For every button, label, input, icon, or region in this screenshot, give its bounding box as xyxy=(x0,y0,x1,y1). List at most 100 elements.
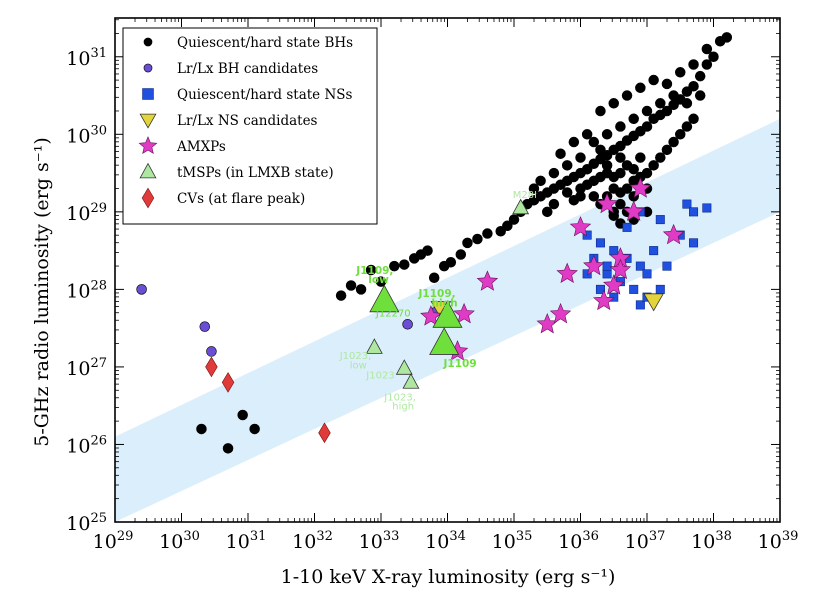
data-point xyxy=(655,284,665,294)
data-point xyxy=(642,269,652,279)
data-point xyxy=(369,284,400,313)
point-annotation: J1023, xyxy=(339,351,372,362)
data-point xyxy=(615,121,626,132)
x-tick-label: 1033 xyxy=(359,529,400,553)
legend-entry-label: Quiescent/hard state BHs xyxy=(177,35,353,51)
data-point xyxy=(512,198,530,215)
data-point xyxy=(508,214,520,225)
x-tick-label: 1031 xyxy=(226,529,267,553)
data-point xyxy=(622,200,645,221)
data-point xyxy=(629,177,652,198)
data-point xyxy=(462,237,473,249)
data-point xyxy=(661,105,673,117)
data-point xyxy=(196,423,207,435)
data-point xyxy=(422,245,433,256)
data-point xyxy=(635,300,645,310)
data-point xyxy=(402,373,420,389)
data-point xyxy=(702,203,712,213)
data-point xyxy=(455,249,467,260)
data-point xyxy=(601,129,613,140)
data-points-layer xyxy=(136,32,733,454)
y-tick-label: 1031 xyxy=(66,46,107,70)
data-point xyxy=(582,269,592,279)
x-tick-label: 1038 xyxy=(691,529,732,553)
data-point xyxy=(608,210,619,221)
data-point xyxy=(668,90,679,101)
legend-entry-label: Lr/Lx BH candidates xyxy=(177,61,318,77)
data-point xyxy=(575,191,586,202)
data-point xyxy=(681,98,693,109)
point-annotation: low xyxy=(350,361,367,372)
data-point xyxy=(655,215,665,225)
data-point xyxy=(541,206,553,218)
data-point xyxy=(395,359,413,375)
point-annotation: J1109, xyxy=(418,288,456,300)
series-5 xyxy=(420,177,685,361)
data-point xyxy=(694,90,706,101)
data-point xyxy=(628,113,639,125)
x-tick-label: 1029 xyxy=(93,529,134,553)
data-point xyxy=(708,51,719,63)
data-point xyxy=(682,199,692,209)
y-tick-label: 1028 xyxy=(66,278,107,302)
data-point xyxy=(355,284,367,295)
data-point xyxy=(602,261,612,271)
data-point xyxy=(548,167,560,179)
data-point xyxy=(402,319,413,330)
data-point xyxy=(222,443,234,454)
data-point xyxy=(635,82,646,94)
legend-marker xyxy=(142,88,154,100)
annotation-layer: J1109,lowJ1109,highJ1109J12270J1023,lowJ… xyxy=(339,190,537,413)
x-tick-label: 1037 xyxy=(625,529,666,553)
data-point xyxy=(629,284,639,294)
data-point xyxy=(641,121,653,132)
data-point xyxy=(635,261,645,271)
data-point xyxy=(648,74,659,86)
data-point xyxy=(549,302,572,324)
axis-ticks-layer: 1029 1030 1031 1032 1033 1034 1035 1036 1037 1038… xyxy=(66,18,798,553)
data-point xyxy=(688,80,699,92)
data-point xyxy=(199,321,211,332)
data-point xyxy=(445,256,457,268)
data-point xyxy=(721,32,733,43)
data-point xyxy=(641,105,653,117)
data-point xyxy=(595,144,606,156)
legend-marker xyxy=(141,187,155,209)
x-tick-label: 1039 xyxy=(758,529,799,553)
data-point xyxy=(375,276,387,287)
point-annotation: low xyxy=(368,274,389,286)
data-point xyxy=(502,220,513,232)
point-annotation: J12270 xyxy=(375,309,411,320)
data-point xyxy=(399,259,410,270)
data-point xyxy=(688,113,699,125)
data-point xyxy=(603,274,625,295)
y-tick-label: 1030 xyxy=(66,123,107,147)
data-point xyxy=(674,129,686,140)
data-point xyxy=(641,167,653,179)
data-point xyxy=(221,372,235,393)
data-point xyxy=(588,136,600,148)
data-point xyxy=(701,59,713,70)
legend: Quiescent/hard state BHs Lr/Lx BH candida… xyxy=(122,27,378,225)
data-point xyxy=(615,167,626,179)
data-point xyxy=(555,148,566,159)
y-tick-label: 1025 xyxy=(66,511,107,535)
data-point xyxy=(648,160,659,171)
data-point xyxy=(206,346,217,357)
data-point xyxy=(453,302,475,324)
data-point xyxy=(429,327,460,355)
data-point xyxy=(476,270,499,291)
data-point xyxy=(535,175,546,187)
data-point xyxy=(596,192,618,214)
x-tick-label: 1032 xyxy=(292,529,333,553)
data-point xyxy=(548,198,560,210)
data-point xyxy=(556,262,578,284)
x-tick-label: 1034 xyxy=(425,529,466,553)
data-point xyxy=(428,272,440,284)
data-point xyxy=(595,238,605,248)
data-point xyxy=(674,67,686,78)
y-tick-label: 1029 xyxy=(66,201,107,225)
data-point xyxy=(635,152,646,163)
data-point xyxy=(582,230,592,240)
x-tick-label: 1030 xyxy=(159,529,200,553)
